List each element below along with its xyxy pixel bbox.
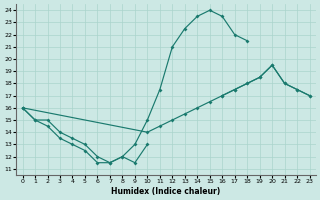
X-axis label: Humidex (Indice chaleur): Humidex (Indice chaleur) [111,187,221,196]
